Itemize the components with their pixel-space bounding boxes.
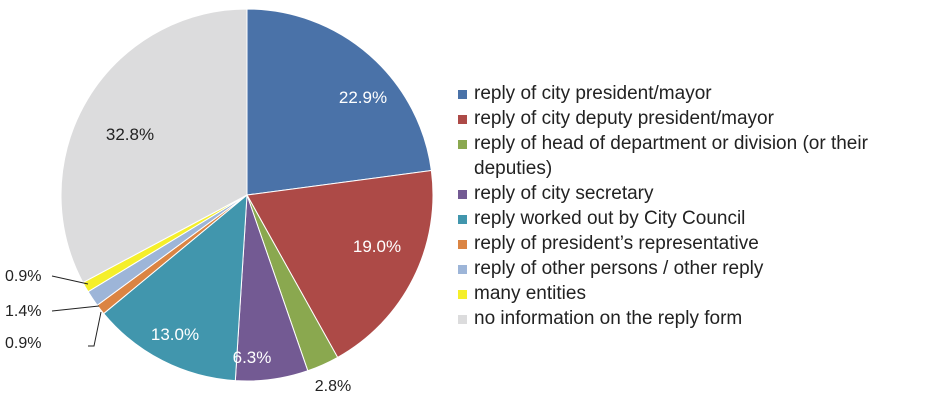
legend-swatch <box>458 315 467 324</box>
slice-value-label: 1.4% <box>5 303 41 320</box>
slice-value-label: 0.9% <box>5 268 41 285</box>
legend-item: reply worked out by City Council <box>458 206 948 231</box>
slice-value-label: 32.8% <box>106 125 154 144</box>
legend-item: many entities <box>458 281 948 306</box>
legend-label: reply of city deputy president/mayor <box>474 108 774 129</box>
leader-line <box>88 311 102 347</box>
legend-swatch <box>458 90 467 99</box>
legend-item: reply of president’s representative <box>458 231 948 256</box>
leader-lines <box>51 275 102 347</box>
slice-value-label: 6.3% <box>233 348 272 367</box>
slice-value-label: 0.9% <box>5 335 41 352</box>
legend-label: reply of city secretary <box>474 183 654 204</box>
legend-item: reply of city deputy president/mayor <box>458 106 948 131</box>
legend-swatch <box>458 290 467 299</box>
legend-label: reply of head of department or division … <box>474 133 868 179</box>
slice-value-label: 13.0% <box>151 325 199 344</box>
pie-slice <box>60 8 248 284</box>
leader-line <box>51 305 100 312</box>
legend-item: reply of head of department or division … <box>458 131 948 181</box>
legend-label: reply of city president/mayor <box>474 83 712 104</box>
legend-label: reply of other persons / other reply <box>474 258 764 279</box>
legend-item: reply of city president/mayor <box>458 81 948 106</box>
legend-item: reply of other persons / other reply <box>458 256 948 281</box>
slice-value-label: 2.8% <box>315 378 351 395</box>
legend-swatch <box>458 190 467 199</box>
legend-swatch <box>458 140 467 149</box>
slice-value-label: 22.9% <box>339 88 387 107</box>
legend-swatch <box>458 240 467 249</box>
legend-label: reply of president’s representative <box>474 233 759 254</box>
pie-slice <box>102 193 248 382</box>
legend-label: many entities <box>474 283 586 304</box>
pie-slices <box>60 8 434 382</box>
legend-swatch <box>458 215 467 224</box>
pie-slice <box>246 169 434 359</box>
chart-legend: reply of city president/mayor reply of ci… <box>458 81 948 331</box>
legend-label: no information on the reply form <box>474 308 743 329</box>
pie-slice <box>246 8 432 196</box>
legend-item: no information on the reply form <box>458 306 948 331</box>
leader-line <box>51 275 89 285</box>
slice-labels: 22.9% 19.0% 2.8% 6.3% 13.0% 0.9% 1.4% 0.9% 32.8% <box>5 88 401 395</box>
legend-swatch <box>458 265 467 274</box>
legend-item: reply of city secretary <box>458 181 948 206</box>
slice-value-label: 19.0% <box>353 237 401 256</box>
legend-swatch <box>458 115 467 124</box>
legend-label: reply worked out by City Council <box>474 208 746 229</box>
